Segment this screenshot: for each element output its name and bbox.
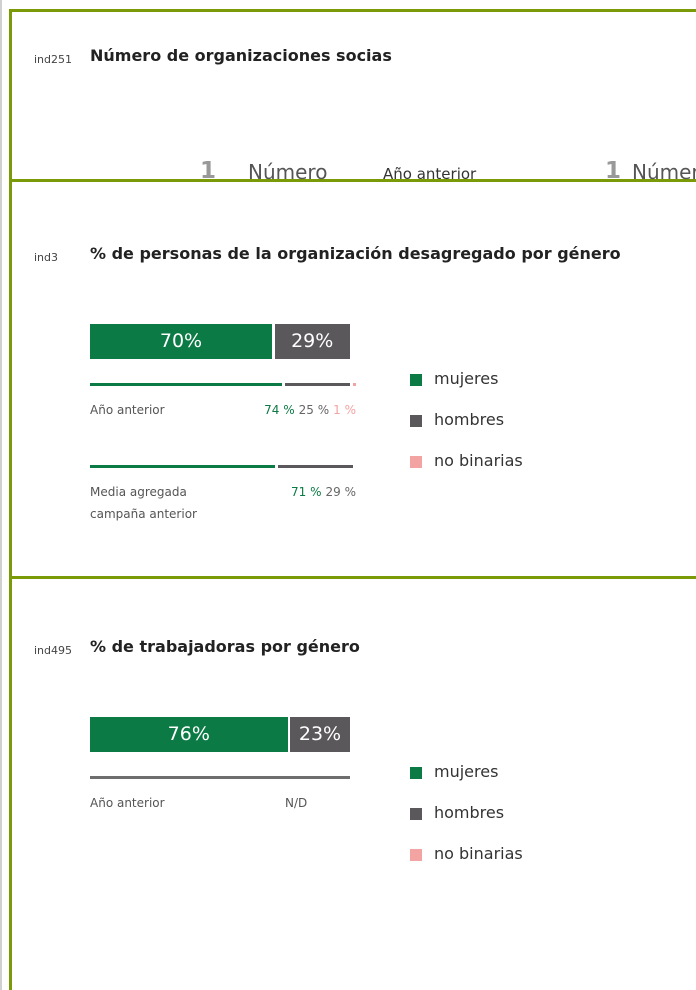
comparison-value: 74 % <box>264 403 295 417</box>
comparison-label: Media agregada campaña anterior <box>90 485 197 521</box>
comparison-value: 25 % <box>298 403 330 417</box>
border-top <box>9 9 696 12</box>
legend-label: mujeres <box>434 369 499 388</box>
legend-swatch <box>410 415 422 427</box>
legend-label: hombres <box>434 410 505 429</box>
bar-segment: 29% <box>274 324 350 359</box>
bar-segment: 70% <box>90 324 272 359</box>
indicator-code: ind495 <box>34 644 73 657</box>
comparison-value: 29 % <box>325 485 357 499</box>
legend-label: mujeres <box>434 762 499 781</box>
comparison-segment <box>90 465 275 468</box>
bar-label: 70% <box>159 330 203 352</box>
legend-label: hombres <box>434 803 505 822</box>
comparison-values: 71 % 29 % <box>287 481 356 503</box>
previous-label: Año anterior <box>383 165 477 183</box>
legend-swatch <box>410 767 422 779</box>
comparison-label: Año anterior <box>90 403 165 417</box>
border-left <box>9 9 12 990</box>
indicator-title: Número de organizaciones socias <box>90 46 392 65</box>
bar-label: 23% <box>298 723 342 745</box>
bar-label: 29% <box>291 330 334 352</box>
comparison-segment <box>277 465 353 468</box>
comparison-segment <box>90 383 283 386</box>
bar-label: 76% <box>167 723 210 745</box>
left-edge <box>0 0 2 990</box>
comparison-value: 1 % <box>333 403 356 417</box>
legend-swatch <box>410 849 422 861</box>
comparison-value: N/D <box>285 796 308 810</box>
legend-swatch <box>410 808 422 820</box>
comparison-value: 71 % <box>291 485 322 499</box>
legend-label: no binarias <box>434 451 523 470</box>
indicator-code: ind251 <box>34 53 73 66</box>
comparison-segment <box>285 383 351 386</box>
unit: Número <box>248 160 328 184</box>
section-divider <box>9 576 696 579</box>
indicator-code: ind3 <box>34 251 59 264</box>
bar-segment: 23% <box>290 717 350 752</box>
indicator-title: % de personas de la organización desagre… <box>90 244 621 263</box>
comparison-label: Año anterior <box>90 796 165 810</box>
legend-swatch <box>410 456 422 468</box>
section-divider <box>9 179 696 182</box>
comparison-values: 74 % 25 % 1 % <box>260 399 356 421</box>
comparison-segment <box>353 383 356 386</box>
bar-segment: 76% <box>90 717 288 752</box>
value: 1 <box>200 158 217 184</box>
comparison-line <box>90 776 350 779</box>
legend-swatch <box>410 374 422 386</box>
indicator-title: % de trabajadoras por género <box>90 637 360 656</box>
previous-unit: Número <box>632 160 696 184</box>
previous-value: 1 <box>605 158 622 184</box>
legend-label: no binarias <box>434 844 523 863</box>
